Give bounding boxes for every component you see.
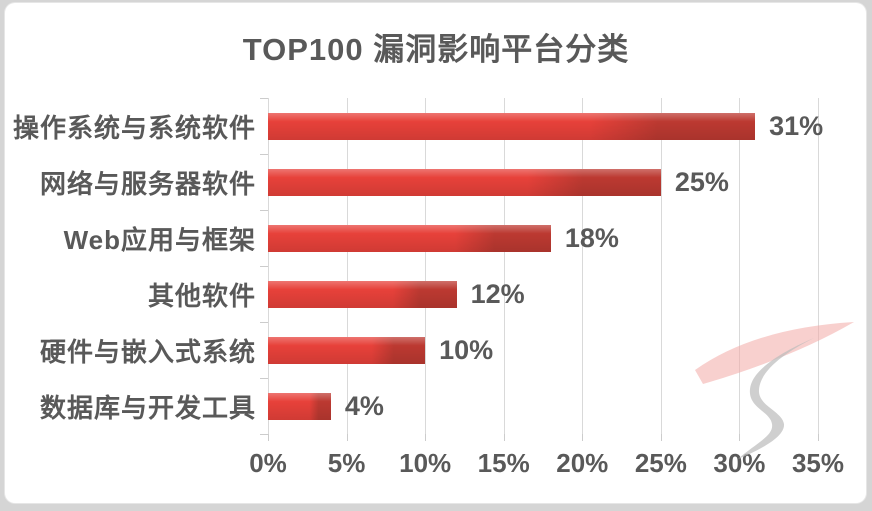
- y-axis-tick: [260, 378, 268, 379]
- gridline: [582, 98, 584, 434]
- category-label: 网络与服务器软件: [39, 168, 256, 199]
- x-tick-label: 20%: [556, 448, 609, 478]
- bar: [268, 336, 426, 364]
- y-axis-tick: [260, 154, 268, 155]
- x-tick-label: 15%: [477, 448, 530, 478]
- bar: [268, 112, 756, 140]
- x-axis-tick: [818, 434, 819, 441]
- bar: [268, 224, 551, 252]
- x-tick-label: 10%: [399, 448, 452, 478]
- y-axis-tick: [260, 266, 268, 267]
- value-label: 4%: [344, 390, 384, 421]
- gridline: [268, 98, 269, 434]
- x-axis-tick: [582, 434, 584, 441]
- gridline: [818, 98, 819, 434]
- category-label: 操作系统与系统软件: [12, 112, 256, 143]
- x-tick-label: 25%: [634, 448, 687, 478]
- gridline: [346, 98, 348, 434]
- x-axis-tick: [425, 434, 427, 441]
- chart-title: TOP100 漏洞影响平台分类: [242, 32, 630, 67]
- gridline: [660, 98, 662, 434]
- value-label: 25%: [674, 166, 729, 197]
- category-label: Web应用与框架: [63, 224, 256, 255]
- gridline: [503, 98, 505, 434]
- bar: [268, 280, 457, 308]
- value-label: 10%: [439, 334, 494, 365]
- y-axis-tick: [260, 210, 268, 211]
- x-axis-tick: [346, 434, 348, 441]
- gridline: [739, 98, 741, 434]
- category-label: 硬件与嵌入式系统: [39, 336, 256, 367]
- x-tick-label: 0%: [249, 448, 287, 478]
- x-axis-tick: [503, 434, 505, 441]
- x-tick-label: 5%: [327, 448, 366, 478]
- x-axis-tick: [739, 434, 741, 441]
- bar: [268, 168, 661, 196]
- gridline: [425, 98, 427, 434]
- value-label: 31%: [769, 110, 824, 141]
- value-label: 12%: [470, 278, 525, 309]
- y-axis-tick: [260, 322, 268, 323]
- category-label: 数据库与开发工具: [39, 392, 256, 423]
- x-axis-tick: [660, 434, 662, 441]
- bar: [268, 392, 331, 420]
- x-axis-tick: [268, 434, 269, 441]
- value-label: 18%: [564, 222, 619, 253]
- y-axis-tick: [260, 434, 268, 435]
- chart-card: [5, 3, 866, 503]
- x-tick-label: 35%: [791, 448, 845, 478]
- y-axis-tick: [260, 98, 268, 99]
- category-label: 其他软件: [147, 280, 256, 311]
